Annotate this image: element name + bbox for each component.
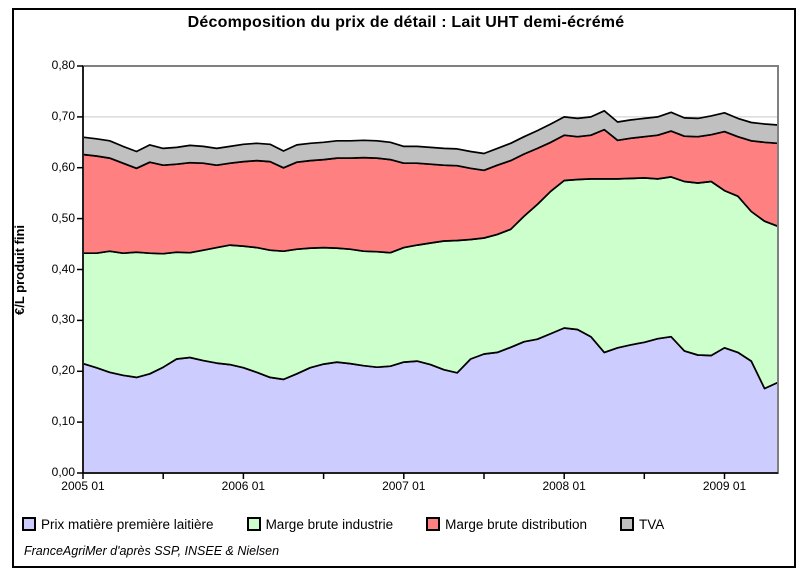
y-tick-label: 0,00 [51,465,75,479]
x-tick-label: 2008 01 [542,479,586,493]
x-tick-label: 2005 01 [61,479,105,493]
x-tick-label: 2009 01 [702,479,747,493]
legend-item-prix-matiere-premiere-laitiere: Prix matière première laitière [22,517,214,532]
y-tick-label: 0,40 [51,261,75,276]
source-note: FranceAgriMer d'après SSP, INSEE & Niels… [24,544,280,558]
y-tick-label: 0,60 [51,159,75,174]
legend-label: TVA [638,516,665,532]
legend-swatch-icon [619,517,634,531]
legend-swatch-icon [22,517,36,531]
legend-item-marge-brute-distribution: Marge brute distribution [426,517,587,532]
y-tick-label: 0,70 [51,108,75,123]
y-tick-label: 0,50 [51,210,75,225]
legend-label: Marge brute distribution [445,516,587,532]
y-tick-label: 0,20 [51,363,75,378]
y-tick-label: 0,30 [51,312,75,327]
legend-label: Prix matière première laitière [41,516,214,532]
x-tick-label: 2006 01 [221,479,266,493]
legend-item-tva: TVA [619,516,665,532]
chart-title: Décomposition du prix de détail : Lait U… [187,14,625,31]
legend-swatch-icon [246,517,261,531]
x-tick-label: 2007 01 [382,479,426,493]
legend-item-marge-brute-industrie: Marge brute industrie [246,516,394,532]
legend-label: Marge brute industrie [265,516,394,532]
chart-legend: Prix matière première laitière Marge brut… [22,511,664,537]
legend-swatch-icon [426,517,441,531]
y-tick-label: 0,80 [51,58,75,72]
y-tick-label: 0,10 [51,414,75,429]
